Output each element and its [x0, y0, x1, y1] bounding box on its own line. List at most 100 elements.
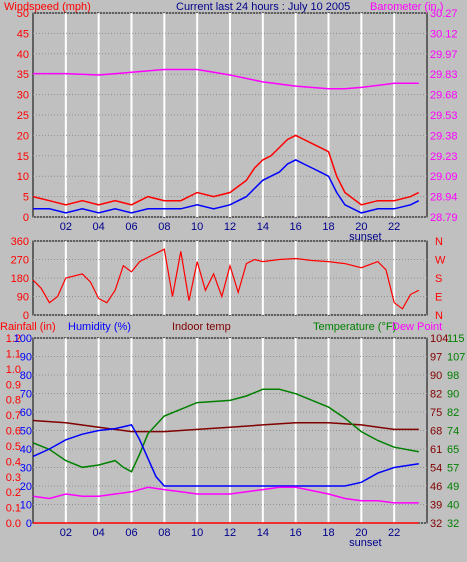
indoor-temp-tick-label: 46 [430, 481, 442, 493]
hour-tick-label: 12 [224, 221, 236, 233]
humidity-tick-label: 10 [20, 500, 32, 512]
rainfall-tick-label: 0.6 [6, 426, 21, 438]
humidity-tick-label: 80 [20, 370, 32, 382]
barometer-tick-label: 29.38 [430, 130, 458, 142]
rainfall-tick-label: 0.5 [6, 441, 21, 453]
compass-tick-label: N [435, 310, 443, 322]
sunset-label: sunset [349, 231, 381, 243]
indoor-temp-tick-label: 75 [430, 407, 442, 419]
wind-gust-line [32, 134, 420, 206]
hour-tick-label: 22 [388, 527, 400, 539]
rainfall-tick-label: 0.2 [6, 487, 21, 499]
humidity-tick-label: 100 [14, 333, 32, 345]
humidity-tick-label: 90 [20, 352, 32, 364]
temperature-axis-label: Temperature (°F) [313, 321, 396, 333]
barometer-tick-label: 30.12 [430, 28, 458, 40]
humidity-tick-label: 40 [20, 444, 32, 456]
barometer-tick-label: 29.68 [430, 90, 458, 102]
windspeed-tick-label: 5 [23, 192, 29, 204]
hour-tick-label: 16 [290, 527, 302, 539]
barometer-tick-label: 30.27 [430, 8, 458, 20]
hour-tick-label: 20 [355, 527, 367, 539]
chart-marks: 5045403530252015105030.2730.1229.9729.83… [6, 8, 466, 549]
temperature-tick-label: 49 [447, 481, 459, 493]
windspeed-tick-label: 25 [17, 110, 29, 122]
barometer-tick-label: 29.83 [430, 69, 458, 81]
rainfall-tick-label: 1.1 [6, 348, 21, 360]
humidity-tick-label: 20 [20, 481, 32, 493]
compass-tick-label: S [435, 273, 442, 285]
hour-tick-label: 04 [93, 221, 105, 233]
windspeed-tick-label: 30 [17, 90, 29, 102]
rainfall-axis-label: Rainfall (in) [0, 321, 56, 333]
compass-tick-label: W [435, 255, 446, 267]
rainfall-tick-label: 0.3 [6, 472, 21, 484]
rainfall-tick-label: 1.2 [6, 333, 21, 345]
chart-title: Current last 24 hours : July 10 2005 [176, 1, 350, 13]
wind-direction-tick-label: 90 [17, 292, 29, 304]
hour-tick-label: 06 [125, 221, 137, 233]
hour-tick-label: 18 [322, 221, 334, 233]
wind-direction-tick-label: 360 [11, 236, 29, 248]
indoor-temp-axis-label: Indoor temp [172, 321, 231, 333]
temperature-tick-label: 74 [447, 426, 459, 438]
rainfall-tick-label: 0.9 [6, 379, 21, 391]
wind-direction-line [32, 248, 420, 310]
hour-tick-label: 14 [257, 221, 269, 233]
rainfall-tick-label: 0.4 [6, 456, 21, 468]
rainfall-tick-label: 0.8 [6, 395, 21, 407]
indoor-temp-tick-label: 104 [430, 333, 448, 345]
barometer-tick-label: 29.97 [430, 49, 458, 61]
sunset-label: sunset [349, 537, 381, 549]
humidity-tick-label: 60 [20, 407, 32, 419]
temperature-tick-label: 32 [447, 518, 459, 530]
humidity-line [32, 424, 419, 487]
dewpoint-line [32, 486, 419, 504]
windspeed-tick-label: 0 [23, 212, 29, 224]
compass-tick-label: N [435, 236, 443, 248]
humidity-tick-label: 50 [20, 426, 32, 438]
indoor-temp-tick-label: 39 [430, 500, 442, 512]
rainfall-tick-label: 0.7 [6, 410, 21, 422]
humidity-tick-label: 30 [20, 463, 32, 475]
barometer-tick-label: 29.53 [430, 110, 458, 122]
hour-tick-label: 12 [224, 527, 236, 539]
wind-direction-tick-label: 270 [11, 255, 29, 267]
hour-tick-label: 06 [125, 527, 137, 539]
temperature-tick-label: 98 [447, 370, 459, 382]
barometer-tick-label: 28.94 [430, 192, 458, 204]
windspeed-axis-label: Windspeed (mph) [4, 1, 91, 13]
hour-tick-label: 08 [158, 527, 170, 539]
temperature-tick-label: 57 [447, 463, 459, 475]
barometer-line [33, 68, 419, 90]
windspeed-tick-label: 40 [17, 49, 29, 61]
rainfall-tick-label: 0.0 [6, 518, 21, 530]
dewpoint-axis-label: Dew Point [392, 321, 442, 333]
temperature-tick-label: 65 [447, 444, 459, 456]
hour-tick-label: 18 [322, 527, 334, 539]
indoor-temp-tick-label: 82 [430, 389, 442, 401]
indoor-temp-tick-label: 32 [430, 518, 442, 530]
hour-tick-label: 14 [257, 527, 269, 539]
rainfall-tick-label: 0.1 [6, 503, 21, 515]
temperature-tick-label: 107 [447, 352, 465, 364]
rainfall-tick-label: 1.0 [6, 364, 21, 376]
barometer-axis-label: Barometer (in.) [370, 1, 443, 13]
humidity-axis-label: Humidity (%) [68, 321, 131, 333]
humidity-tick-label: 0 [26, 518, 32, 530]
hour-tick-label: 08 [158, 221, 170, 233]
indoor-temp-tick-label: 90 [430, 370, 442, 382]
hour-tick-label: 04 [93, 527, 105, 539]
hour-tick-label: 02 [60, 221, 72, 233]
hour-tick-label: 20 [355, 221, 367, 233]
indoor-line [32, 419, 419, 433]
wind-direction-tick-label: 180 [11, 273, 29, 285]
compass-tick-label: E [435, 292, 442, 304]
temperature-line [32, 388, 419, 473]
hour-tick-label: 22 [388, 221, 400, 233]
barometer-tick-label: 29.09 [430, 171, 458, 183]
temperature-tick-label: 115 [447, 333, 465, 345]
windspeed-tick-label: 45 [17, 28, 29, 40]
barometer-tick-label: 29.23 [430, 151, 458, 163]
wind-average-line [33, 159, 420, 214]
